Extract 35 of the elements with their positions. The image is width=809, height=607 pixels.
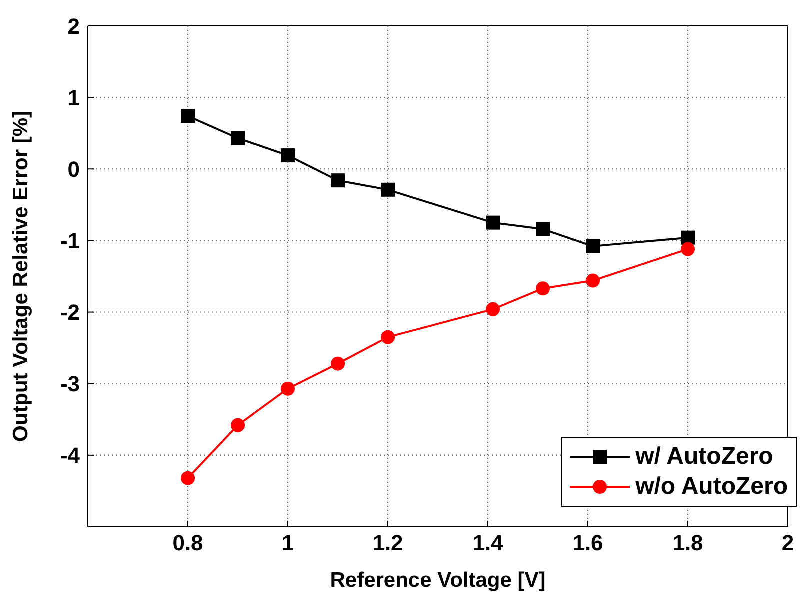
point xyxy=(586,239,600,254)
point xyxy=(681,242,695,256)
point xyxy=(536,222,550,236)
y-tick-label: 1 xyxy=(68,85,80,110)
point xyxy=(331,174,345,188)
point xyxy=(381,182,395,197)
point xyxy=(586,274,600,288)
point xyxy=(381,330,395,344)
y-tick-label: 2 xyxy=(68,14,80,39)
point xyxy=(331,356,345,371)
point xyxy=(486,216,500,230)
y-tick-label: -1 xyxy=(60,228,80,254)
point xyxy=(281,382,295,396)
x-tick-label: 0.8 xyxy=(172,530,204,556)
x-tick-label: 1.4 xyxy=(472,530,504,556)
point xyxy=(181,471,195,486)
y-tick-label: -4 xyxy=(60,443,81,468)
legend-label: w/o AutoZero xyxy=(636,472,788,502)
point xyxy=(181,109,195,124)
legend-label: w/ AutoZero xyxy=(636,442,774,472)
x-tick-label: 1.2 xyxy=(372,530,404,556)
x-tick-label: 2 xyxy=(782,530,794,556)
x-axis-title: Reference Voltage [V] xyxy=(330,569,546,592)
y-tick-label: -3 xyxy=(60,372,80,397)
y-tick-label: 0 xyxy=(68,156,80,182)
y-tick-label: -2 xyxy=(60,300,80,326)
point xyxy=(231,131,245,146)
point xyxy=(536,282,550,296)
point xyxy=(231,418,245,432)
x-tick-label: 1 xyxy=(282,530,294,556)
y-axis-title: Output Voltage Relative Error [%] xyxy=(9,111,32,442)
point xyxy=(281,148,295,163)
x-tick-label: 1.6 xyxy=(572,530,604,556)
x-tick-label: 1.8 xyxy=(672,530,704,556)
point xyxy=(486,302,500,316)
